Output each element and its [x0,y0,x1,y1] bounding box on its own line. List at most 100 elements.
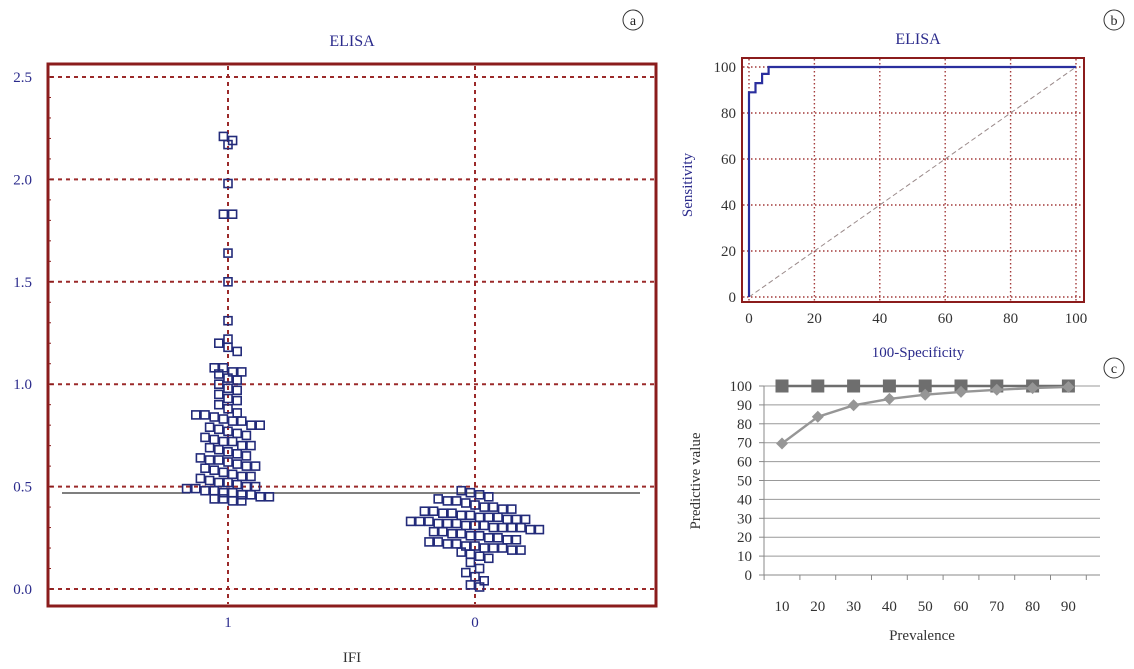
data-point [232,346,242,357]
data-point [525,524,536,535]
square-marker [882,379,896,393]
panel-b-title: ELISA [895,31,941,48]
data-point [227,496,238,506]
panel-b-y-ticks: 0 20 40 60 80 100 [714,60,737,306]
data-point [465,487,476,498]
panel-b-x-tick-label: 40 [872,311,887,327]
panel-a-frame [46,62,658,608]
panel-c-y-tick-label: 50 [737,474,752,490]
panel-b-x-ticks: 0 20 40 60 80 100 [745,311,1087,327]
data-point [246,489,256,500]
data-point [428,526,439,537]
panel-c-x-tick-label: 90 [1061,599,1076,615]
panel-c-label: c [1111,362,1117,377]
panel-b-x-tick-label: 0 [745,311,753,327]
data-point [204,475,215,486]
panel-b-x-label: 100-Specificity [872,345,965,361]
panel-b-x-tick-label: 20 [807,311,822,327]
data-point [181,483,192,494]
roc-curve [747,65,1076,297]
panel-c-x-tick-label: 70 [989,599,1004,615]
panel-a-label: a [630,14,637,29]
data-point [437,508,448,519]
diamond-marker [811,410,824,423]
data-point [200,432,210,443]
data-point [223,315,233,326]
data-point [428,506,439,517]
panel-b-label: b [1111,14,1118,29]
data-point [483,491,494,502]
data-point [474,582,485,592]
data-point [534,524,545,535]
data-point [214,424,224,435]
panel-a-plot-bg [48,64,656,606]
panel-b-y-label: Sensitivity [680,152,696,217]
data-point [218,467,229,478]
data-point [223,248,233,258]
diamond-marker [776,437,788,450]
data-point [223,139,233,150]
data-point [493,512,503,523]
diamond-marker [847,399,860,412]
panel-c-y-tick-label: 10 [737,549,752,565]
panel-c-y-tick-label: 30 [737,511,752,527]
panel-c-lines [775,379,1075,450]
diamond-marker [955,385,967,398]
panel-c-x-tick-label: 10 [775,599,790,615]
data-point [223,403,233,414]
data-point [246,420,256,431]
data-point [227,209,238,219]
data-point [232,448,242,459]
panel-a-points [181,131,545,592]
panel-b-x-tick-label: 60 [938,311,953,327]
panel-c-x-label: Prevalence [889,628,955,644]
data-point [460,567,471,578]
panel-a-y-ticks: 0.0 0.5 1.0 1.5 2.0 2.5 [13,70,32,598]
data-point [195,453,206,463]
panel-c-y-tick-label: 80 [737,417,752,433]
panel-c-y-tick-label: 100 [730,379,753,395]
data-point [451,518,462,529]
data-point [470,520,480,531]
data-point [218,414,229,424]
data-point [232,375,242,385]
panel-c-label-circle [1103,357,1125,379]
data-point [209,412,219,422]
data-point [223,178,233,189]
panel-c-y-tick-label: 0 [745,568,753,584]
panel-a-y-tick-label: 0.5 [13,480,32,496]
data-point [456,528,467,539]
data-point [433,537,444,547]
data-point [232,459,242,469]
data-point [479,502,490,512]
data-point [424,537,434,547]
diamond-marker [990,383,1003,396]
panel-b-frame [741,57,1085,303]
panel-b-lines [747,65,1077,298]
square-marker [811,379,825,393]
panel-c-y-tick-label: 40 [737,492,752,508]
data-point [511,534,522,545]
panel-b-label-circle [1103,9,1125,31]
data-point [195,473,206,484]
data-point [214,455,224,465]
square-marker [847,379,861,393]
data-point [451,496,462,506]
data-point [493,532,503,543]
panel-c-x-tick-label: 40 [882,599,897,615]
panel-a-y-tick-label: 2.5 [13,70,32,86]
data-point [465,510,476,521]
data-point [223,446,233,457]
panel-a-y-tick-label: 1.0 [13,377,32,393]
diamond-marker [883,392,896,405]
data-point [488,502,499,512]
data-point [433,494,444,504]
panel-c-y-ticks: 0 10 20 30 40 50 60 70 80 90 100 [730,379,753,584]
data-point [218,487,229,498]
panel-c-grid [759,385,1100,580]
panel-b-y-tick-label: 80 [721,106,736,122]
data-point [516,522,526,533]
data-point [255,420,266,431]
data-point [209,494,219,504]
square-marker [918,379,932,393]
